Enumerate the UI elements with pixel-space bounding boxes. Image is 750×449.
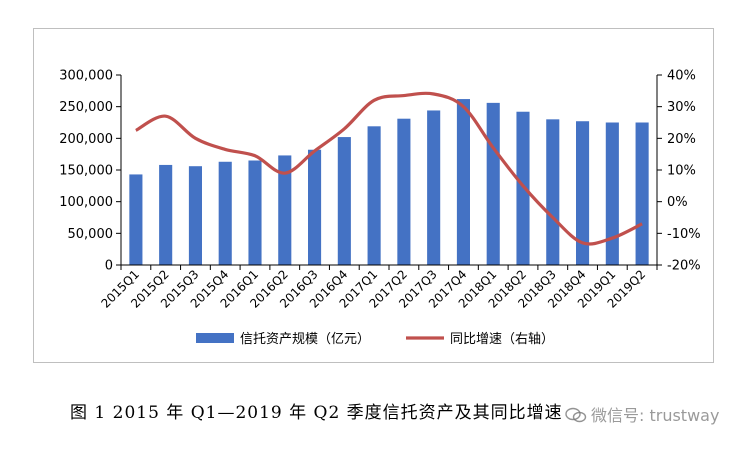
legend-bar-label: 信托资产规模（亿元） <box>240 332 370 347</box>
bar <box>278 155 292 265</box>
left-tick-label: 0 <box>105 259 113 274</box>
chart-frame: 0 50,000 100,000 150,000 200,000 250,000 300,0… <box>33 28 714 363</box>
bar <box>427 110 441 265</box>
right-tick-label: 10% <box>667 164 696 179</box>
left-tick-label: 100,000 <box>59 195 113 210</box>
right-tick-label: 30% <box>667 100 696 115</box>
growth-line <box>135 91 643 246</box>
wechat-icon <box>565 407 587 423</box>
bar <box>367 126 381 265</box>
bar <box>546 119 560 265</box>
bar <box>635 122 649 265</box>
combo-chart: 0 50,000 100,000 150,000 200,000 250,000 300,0… <box>59 69 701 348</box>
bar <box>486 102 500 265</box>
left-tick-label: 250,000 <box>59 100 113 115</box>
bar <box>188 166 202 265</box>
legend-line-label: 同比增速（右轴） <box>450 332 554 347</box>
right-tick-label: 40% <box>667 69 696 84</box>
watermark: 微信号: trustway <box>565 402 719 426</box>
bar <box>129 174 143 265</box>
left-tick-label: 50,000 <box>68 227 114 242</box>
bar <box>159 164 173 265</box>
bar <box>337 137 351 265</box>
bar <box>516 111 530 265</box>
bar <box>308 149 322 265</box>
watermark-text: 微信号: trustway <box>591 406 720 425</box>
bar <box>456 99 470 265</box>
figure-caption: 图 1 2015 年 Q1—2019 年 Q2 季度信托资产及其同比增速 <box>70 403 563 423</box>
right-tick-label: -10% <box>667 227 701 242</box>
left-tick-label: 300,000 <box>59 69 113 84</box>
bar <box>605 122 619 265</box>
bar <box>248 160 262 265</box>
left-tick-label: 200,000 <box>59 132 113 147</box>
bar <box>397 118 411 265</box>
bar <box>218 161 232 265</box>
legend-bar-swatch <box>196 333 234 343</box>
bar <box>576 121 590 265</box>
left-tick-label: 150,000 <box>59 164 113 179</box>
right-tick-label: -20% <box>667 259 701 274</box>
right-tick-label: 20% <box>667 132 696 147</box>
right-tick-label: 0% <box>667 195 688 210</box>
